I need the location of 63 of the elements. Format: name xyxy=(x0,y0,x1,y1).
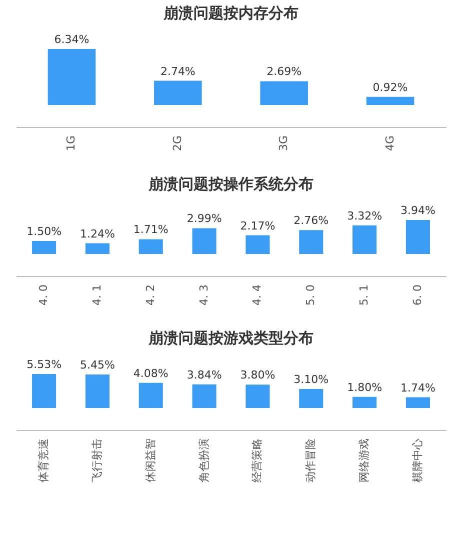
x-tick-label: 4G xyxy=(383,136,396,152)
bar xyxy=(366,96,414,105)
data-label: 5.45% xyxy=(80,358,115,372)
bar xyxy=(299,230,324,254)
data-label: 2.76% xyxy=(294,214,329,228)
x-tick-label: 4. 0 xyxy=(37,284,50,306)
x-tick-label: 休闲益智 xyxy=(144,438,157,482)
bar xyxy=(260,81,308,105)
data-label: 6.34% xyxy=(54,33,90,46)
data-label: 2.74% xyxy=(160,64,196,78)
bar xyxy=(406,220,430,254)
x-tick-label: 5. 1 xyxy=(358,284,371,306)
x-tick-label: 4. 2 xyxy=(144,284,157,306)
x-tick-label: 6. 0 xyxy=(410,284,424,306)
bar xyxy=(192,384,216,408)
bar xyxy=(299,388,324,408)
data-label: 1.80% xyxy=(347,380,382,394)
bar xyxy=(246,384,270,408)
bar xyxy=(32,374,56,408)
bar xyxy=(352,225,377,254)
data-label: 3.32% xyxy=(347,209,382,222)
bar xyxy=(192,228,216,254)
data-label: 5.53% xyxy=(26,358,62,371)
bar xyxy=(352,396,377,408)
bar xyxy=(246,235,270,254)
x-tick-label: 角色扮演 xyxy=(197,438,210,482)
x-tick-label: 4. 4 xyxy=(250,284,264,306)
chart-title: 崩溃问题按操作系统分布 xyxy=(148,175,314,193)
x-tick-label: 动作冒险 xyxy=(304,438,318,482)
x-tick-label: 飞行射击 xyxy=(90,438,104,482)
bar xyxy=(138,382,163,408)
x-tick-label: 2G xyxy=(170,136,184,152)
data-label: 1.50% xyxy=(26,225,62,238)
chart-title: 崩溃问题按游戏类型分布 xyxy=(148,329,314,347)
x-tick-label: 4. 1 xyxy=(90,284,104,306)
data-label: 3.84% xyxy=(186,368,222,382)
data-label: 3.10% xyxy=(294,372,329,386)
bar xyxy=(406,397,430,408)
data-label: 4.08% xyxy=(133,366,168,380)
data-label: 2.99% xyxy=(186,212,222,226)
bar xyxy=(154,80,202,105)
bar xyxy=(32,241,56,254)
data-label: 0.92% xyxy=(372,80,408,94)
bar xyxy=(48,49,96,105)
data-label: 3.80% xyxy=(240,368,276,382)
x-tick-label: 体育竞速 xyxy=(37,438,50,482)
data-label: 2.17% xyxy=(240,219,276,232)
data-label: 1.24% xyxy=(80,227,115,240)
bar xyxy=(85,243,110,254)
x-tick-label: 棋牌中心 xyxy=(410,438,424,482)
data-label: 1.74% xyxy=(400,381,436,394)
chart-title: 崩溃问题按内存分布 xyxy=(162,4,298,22)
data-label: 2.69% xyxy=(266,65,302,78)
x-tick-label: 1G xyxy=(64,136,78,152)
data-label: 1.71% xyxy=(133,223,168,236)
x-tick-label: 3G xyxy=(277,136,290,152)
bar xyxy=(138,239,163,254)
x-tick-label: 网络游戏 xyxy=(358,438,371,482)
x-tick-label: 5. 0 xyxy=(304,284,318,306)
bar xyxy=(85,374,110,408)
x-tick-label: 4. 3 xyxy=(197,284,210,306)
x-tick-label: 经营策略 xyxy=(250,438,264,482)
data-label: 3.94% xyxy=(400,204,436,217)
